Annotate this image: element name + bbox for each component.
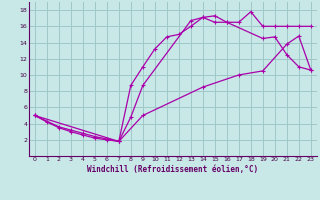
X-axis label: Windchill (Refroidissement éolien,°C): Windchill (Refroidissement éolien,°C) (87, 165, 258, 174)
